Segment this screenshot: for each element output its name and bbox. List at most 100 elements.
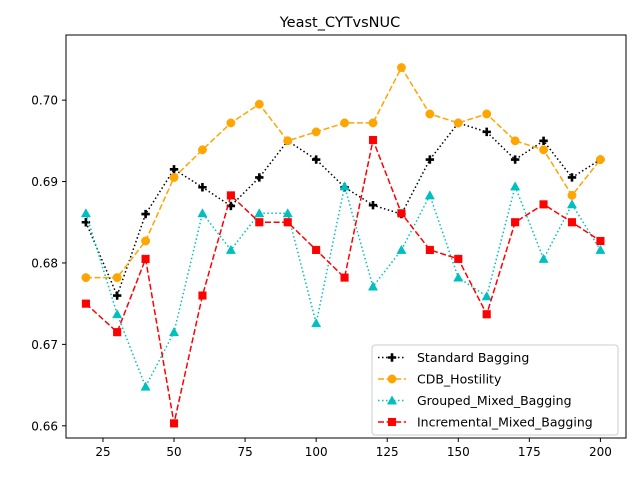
data-point (226, 118, 236, 128)
data-point (169, 173, 179, 182)
data-point (141, 209, 150, 219)
data-point (396, 244, 407, 254)
data-point (254, 99, 264, 109)
data-point (425, 245, 434, 254)
legend-marker (387, 417, 397, 427)
data-point (140, 381, 151, 391)
x-tick-label: 100 (305, 445, 328, 459)
data-point (80, 208, 91, 218)
data-point (368, 135, 378, 145)
data-point (113, 328, 122, 337)
legend-label: Grouped_Mixed_Bagging (417, 393, 572, 408)
y-tick-label: 0.67 (31, 338, 58, 352)
chart-title: Yeast_CYTvsNUC (279, 15, 401, 31)
data-point (453, 118, 463, 128)
y-tick-label: 0.68 (31, 256, 58, 270)
legend-box (371, 344, 619, 436)
x-tick-label: 75 (237, 445, 252, 459)
legend-entry-2: CDB_Hostility (378, 372, 502, 387)
data-point (141, 254, 150, 263)
data-point (254, 208, 265, 218)
x-tick-label: 25 (95, 445, 110, 459)
data-point (510, 181, 521, 191)
data-point (539, 200, 548, 209)
data-point (367, 281, 379, 291)
data-point (539, 136, 548, 146)
data-point (539, 145, 549, 155)
data-point (340, 273, 349, 282)
plot-area (80, 63, 606, 428)
legend-label: Standard Bagging (417, 350, 529, 365)
x-tick-label: 150 (447, 445, 470, 459)
y-tick-label: 0.69 (31, 175, 58, 189)
data-point (141, 236, 151, 246)
data-point (81, 299, 90, 308)
axes-frame (65, 34, 627, 439)
data-point (454, 254, 463, 263)
legend-label: CDB_Hostility (417, 372, 502, 387)
legend-marker (387, 374, 397, 384)
data-point (225, 244, 236, 254)
series-2 (81, 63, 605, 283)
data-point (511, 218, 520, 227)
data-point (339, 181, 350, 191)
data-point (425, 109, 435, 119)
data-point (226, 191, 235, 200)
legend-marker (386, 395, 398, 405)
x-tick-label: 175 (518, 445, 541, 459)
data-point (340, 118, 350, 128)
data-point (197, 145, 207, 155)
data-point (566, 199, 578, 209)
data-point (424, 190, 435, 200)
legend-marker (387, 353, 397, 362)
data-point (312, 245, 321, 254)
data-point (425, 155, 435, 164)
data-point (596, 236, 605, 246)
data-point (567, 218, 577, 227)
data-point (595, 244, 606, 254)
legend-entry-1: Standard Bagging (378, 350, 529, 365)
legend-entry-4: Incremental_Mixed_Bagging (378, 415, 593, 430)
axes: 25 50 75 100 125 150 175 200 0.66 0.67 0.68 0.69 0.7… (31, 34, 627, 459)
x-tick-label: 125 (376, 445, 399, 459)
legend-entry-3: Grouped_Mixed_Bagging (378, 393, 572, 408)
data-point (311, 318, 322, 328)
data-point (510, 136, 520, 146)
data-point (397, 209, 406, 218)
data-point (396, 63, 406, 73)
x-tick-label: 50 (166, 445, 181, 459)
data-point (283, 136, 293, 146)
data-point (169, 419, 179, 428)
x-tick-label: 200 (589, 445, 612, 459)
data-point (282, 208, 293, 218)
data-point (283, 218, 292, 227)
data-point (198, 183, 207, 192)
data-point (255, 173, 264, 182)
data-point (538, 253, 549, 263)
data-point (112, 291, 122, 300)
data-point (453, 272, 464, 282)
data-point (311, 155, 321, 164)
data-point (311, 127, 321, 137)
data-point (368, 200, 378, 210)
y-tick-label: 0.70 (31, 94, 58, 108)
y-tick-label: 0.66 (31, 419, 58, 433)
data-point (168, 327, 180, 337)
data-point (368, 118, 378, 128)
data-point (510, 155, 520, 164)
data-point (81, 273, 91, 283)
data-point (112, 273, 122, 283)
series-3 (80, 181, 606, 391)
data-point (482, 109, 492, 119)
data-point (482, 127, 491, 137)
data-point (112, 309, 123, 319)
data-point (169, 165, 179, 174)
data-point (567, 190, 577, 200)
series-4 (81, 135, 605, 428)
data-point (255, 218, 264, 227)
data-point (482, 310, 491, 319)
legend: Standard Bagging CDB_Hostility Grouped_Mix… (371, 344, 619, 436)
data-point (198, 291, 207, 300)
